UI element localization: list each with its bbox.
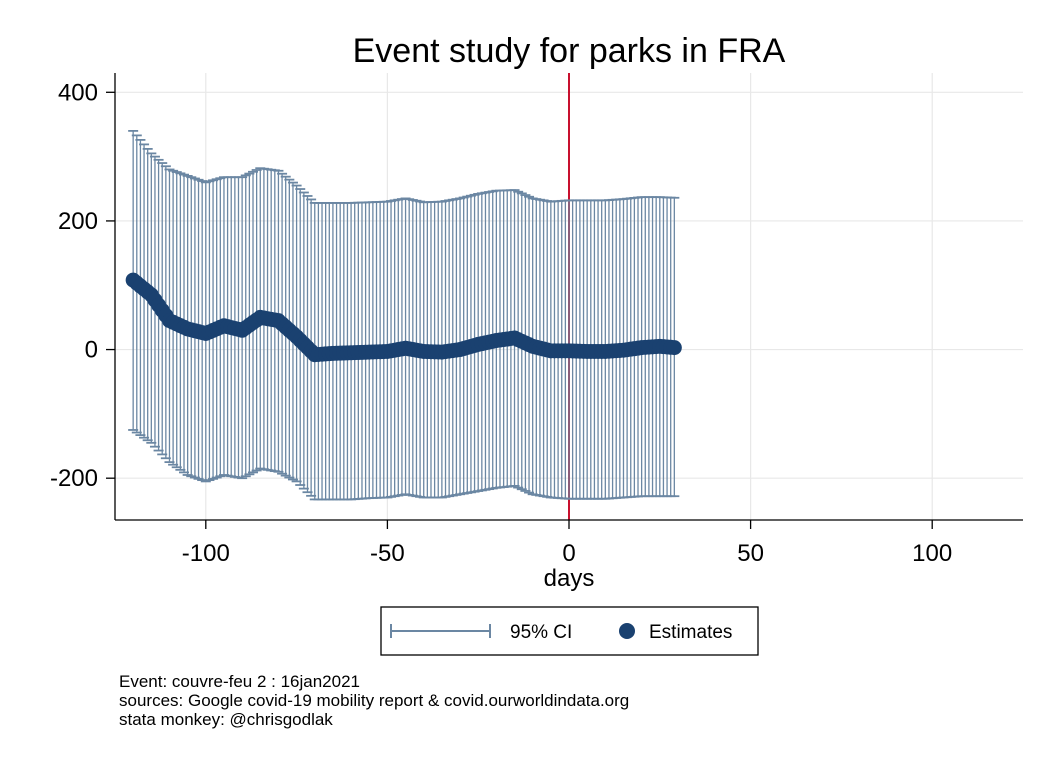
legend-ci-swatch <box>390 624 491 638</box>
x-tick-label: 0 <box>562 540 575 567</box>
axes: -100 -50 0 50 100 -200 0 200 400 <box>50 73 1023 567</box>
note-sources: sources: Google covid-19 mobility report… <box>119 691 630 710</box>
x-tick-label: -50 <box>370 540 405 567</box>
note-event: Event: couvre-feu 2 : 16jan2021 <box>119 672 360 691</box>
y-tick-label: 200 <box>58 208 98 235</box>
y-tick-label: -200 <box>50 465 98 492</box>
legend: 95% CI Estimates <box>380 606 759 656</box>
legend-ci-label: 95% CI <box>510 622 572 643</box>
x-tick-label: 100 <box>912 540 952 567</box>
estimates-layer <box>125 272 682 363</box>
chart-title: Event study for parks in FRA <box>353 32 786 70</box>
x-tick-label: 50 <box>737 540 764 567</box>
legend-estimates-swatch <box>619 623 635 639</box>
x-tick-label: -100 <box>182 540 230 567</box>
legend-estimates-label: Estimates <box>649 622 732 643</box>
y-tick-label: 400 <box>58 79 98 106</box>
ci-layer <box>128 129 680 501</box>
x-axis-label: days <box>544 565 595 592</box>
y-tick-label: 0 <box>85 337 98 364</box>
chart-notes: Event: couvre-feu 2 : 16jan2021 sources:… <box>119 672 629 729</box>
estimate-point <box>666 340 682 356</box>
note-credit: stata monkey: @chrisgodlak <box>119 710 333 729</box>
